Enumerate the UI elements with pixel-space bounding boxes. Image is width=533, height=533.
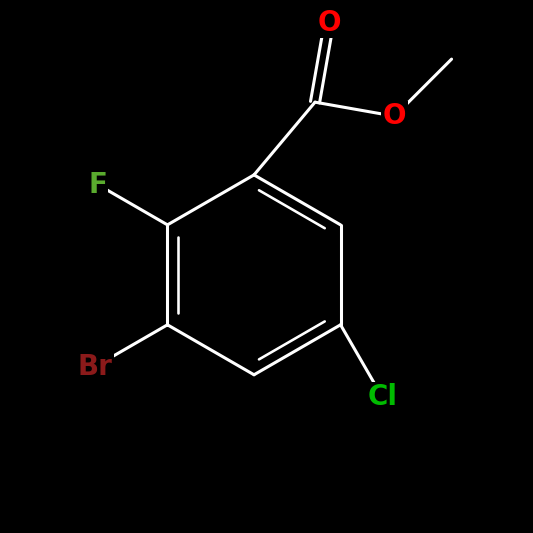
Text: O: O (383, 102, 406, 130)
Text: Cl: Cl (367, 383, 397, 411)
Text: Br: Br (78, 352, 112, 381)
Text: O: O (317, 9, 341, 37)
Text: F: F (88, 171, 107, 198)
